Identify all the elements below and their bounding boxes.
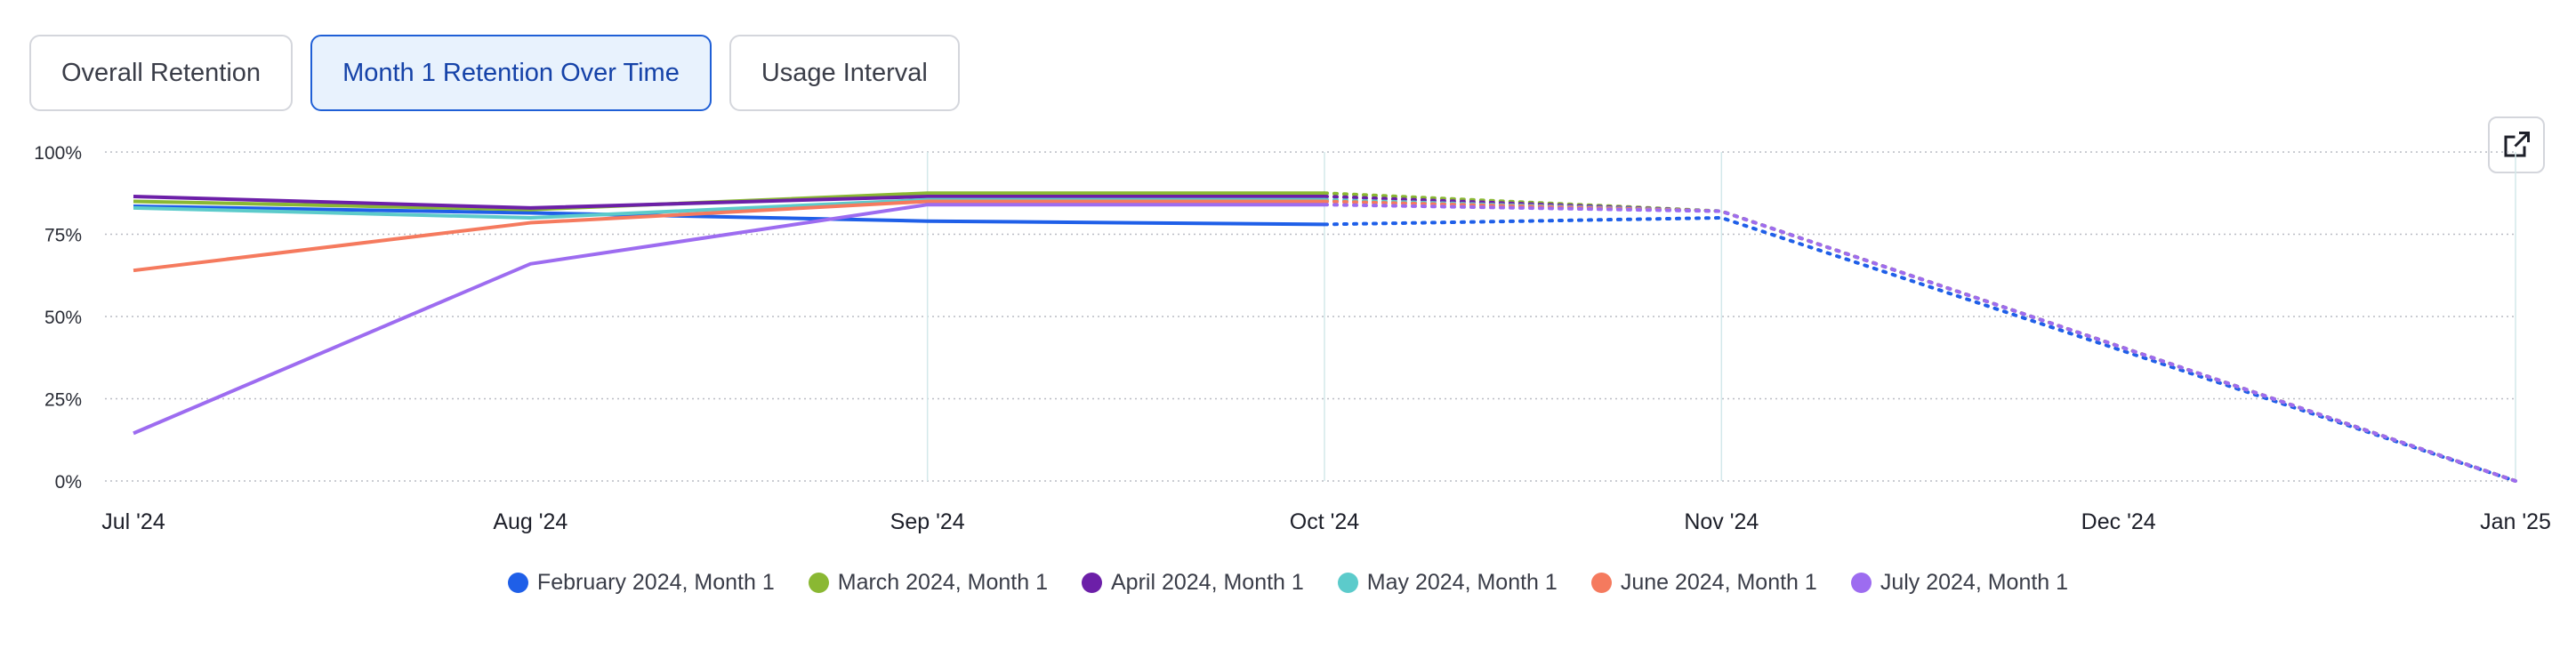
x-tick-label: Jul '24 (101, 509, 165, 534)
retention-line-chart: 0% 25% 50% 75% 100% Jul '24 Aug '24 Sep '24 Oct… (34, 143, 2551, 534)
y-axis-ticks: 0% 25% 50% 75% 100% (34, 143, 82, 493)
tab-usage-interval[interactable]: Usage Interval (729, 35, 960, 111)
legend-color-dot (507, 573, 528, 593)
series-line-solid[interactable] (133, 194, 1324, 210)
tab-overall-retention[interactable]: Overall Retention (29, 35, 294, 111)
x-tick-label: Dec '24 (2081, 509, 2156, 534)
legend-label: July 2024, Month 1 (1880, 570, 2069, 595)
series-line-projected[interactable] (1323, 215, 2517, 483)
y-tick-label: 50% (44, 308, 82, 328)
x-axis-ticks: Jul '24 Aug '24 Sep '24 Oct '24 Nov '24 Dec '… (101, 509, 2551, 534)
y-tick-label: 0% (55, 472, 82, 493)
legend-color-dot (1337, 573, 1358, 593)
x-tick-label: Jan '25 (2480, 509, 2551, 534)
series-line-projected[interactable] (1323, 199, 2517, 483)
legend-item[interactable]: May 2024, Month 1 (1337, 570, 1558, 596)
expand-chart-button[interactable] (2488, 116, 2545, 173)
legend-color-dot (1850, 573, 1872, 593)
series-line-projected[interactable] (1323, 191, 2517, 483)
series-line-projected[interactable] (1323, 203, 2517, 483)
y-tick-label: 100% (34, 143, 82, 164)
legend-label: June 2024, Month 1 (1620, 570, 1817, 595)
legend-label: February 2024, Month 1 (536, 570, 775, 595)
series-line-solid[interactable] (133, 204, 1325, 227)
x-tick-label: Nov '24 (1684, 509, 1759, 534)
chart-legend: February 2024, Month 1 March 2024, Month … (0, 570, 2576, 596)
legend-item[interactable]: July 2024, Month 1 (1850, 570, 2069, 596)
series-line-solid[interactable] (133, 199, 1324, 273)
legend-color-dot (1590, 573, 1612, 593)
x-tick-label: Sep '24 (890, 509, 965, 534)
legend-label: March 2024, Month 1 (837, 570, 1048, 595)
x-tick-label: Aug '24 (493, 509, 568, 534)
y-tick-label: 75% (44, 226, 82, 246)
x-tick-label: Oct '24 (1290, 509, 1360, 534)
chart-grid (105, 151, 2516, 482)
legend-item[interactable]: April 2024, Month 1 (1082, 570, 1304, 596)
series-line-projected[interactable] (1323, 194, 2517, 483)
tab-month-1-retention-over-time[interactable]: Month 1 Retention Over Time (310, 35, 712, 111)
legend-color-dot (808, 573, 829, 593)
legend-label: May 2024, Month 1 (1366, 570, 1558, 595)
series-line-solid[interactable] (133, 203, 1324, 436)
legend-label: April 2024, Month 1 (1111, 570, 1304, 595)
y-tick-label: 25% (44, 390, 82, 411)
series-line-projected[interactable] (1323, 197, 2517, 483)
chart-series-lines (133, 191, 2517, 483)
legend-item[interactable]: June 2024, Month 1 (1590, 570, 1817, 596)
legend-item[interactable]: February 2024, Month 1 (507, 570, 775, 596)
legend-item[interactable]: March 2024, Month 1 (808, 570, 1048, 596)
legend-color-dot (1082, 573, 1102, 593)
external-link-icon (2504, 132, 2530, 157)
tab-bar: Overall Retention Month 1 Retention Over… (29, 35, 960, 111)
